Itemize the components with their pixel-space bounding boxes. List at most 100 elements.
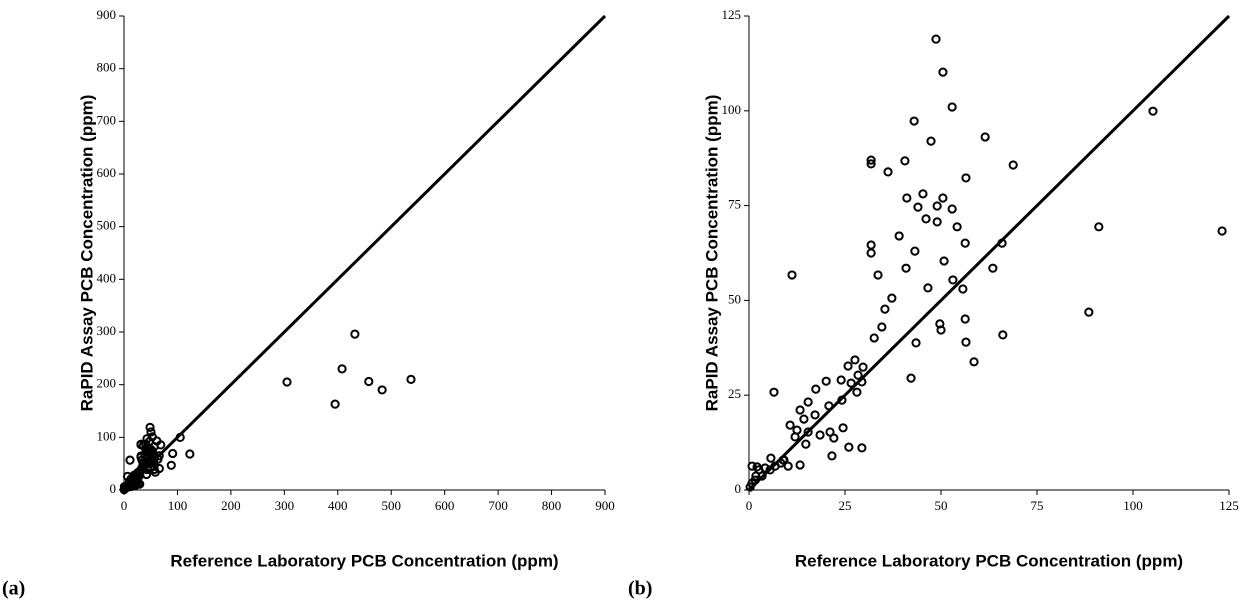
data-point [866,240,876,250]
data-point [827,451,837,461]
data-point [960,314,970,324]
data-point [824,401,834,411]
data-point [747,461,757,471]
data-point [911,338,921,348]
x-tick-label: 700 [488,498,508,513]
data-point [853,370,863,380]
data-point [883,167,893,177]
reference-line [122,14,607,492]
data-point [751,471,761,481]
data-point [918,189,928,199]
data-point [998,330,1008,340]
data-point [799,414,809,424]
data-point [406,374,416,384]
y-tick-label: 25 [728,386,741,401]
data-point [364,376,374,387]
y-tick-label: 500 [97,218,117,233]
data-point [377,385,387,395]
data-point [858,362,868,372]
y-tick-label: 800 [97,60,117,75]
data-point [939,256,949,266]
data-point [961,173,971,183]
data-point [783,461,793,471]
data-point [795,460,805,470]
y-tick-label: 700 [97,112,117,127]
data-point [752,462,762,472]
data-point [757,471,767,481]
y-tick-label: 200 [97,376,117,391]
panel-label: (a) [2,578,25,600]
x-tick-label: 25 [839,498,852,513]
data-point [906,373,916,383]
data-point [795,405,805,415]
data-point [948,275,958,285]
data-point [852,387,862,397]
data-point [961,337,971,347]
data-point [1094,222,1104,232]
x-tick-label: 50 [935,498,948,513]
data-point [330,399,340,409]
data-point [810,410,820,420]
data-point [960,238,970,248]
data-point [980,132,990,142]
data-point [175,432,185,442]
data-point [952,222,962,232]
x-axis-title: Reference Laboratory PCB Concentration (… [795,551,1183,570]
data-point [843,361,853,371]
data-point [936,325,946,335]
y-tick-label: 75 [728,197,741,212]
data-point [988,263,998,273]
x-tick-label: 0 [121,498,128,513]
data-point [866,159,876,169]
data-point [969,357,979,367]
x-tick-label: 400 [328,498,348,513]
x-tick-label: 100 [168,498,188,513]
data-point [766,453,776,463]
data-point [921,214,931,224]
data-point [787,270,797,280]
y-tick-label: 100 [722,102,742,117]
data-point [997,238,1007,248]
y-tick-label: 0 [110,481,117,496]
x-tick-label: 500 [381,498,401,513]
data-point [947,102,957,112]
x-tick-label: 900 [595,498,615,513]
data-point [146,427,156,437]
data-point [901,263,911,273]
x-tick-label: 200 [221,498,241,513]
data-point [857,443,867,453]
data-point [785,420,795,430]
data-point [938,193,948,203]
data-point [821,376,831,386]
data-point [869,333,879,343]
data-point [850,355,860,365]
data-point [923,283,933,293]
data-point [765,465,775,475]
data-point [902,193,912,203]
y-tick-label: 900 [97,7,117,22]
y-tick-label: 600 [97,165,117,180]
data-point [142,464,152,475]
data-point [857,377,867,387]
data-point [811,384,821,394]
data-point [887,293,897,303]
x-tick-label: 100 [1123,498,1143,513]
y-axis-title: RaPID Assay PCB Concentration (ppm) [702,95,721,412]
data-point [910,246,920,256]
x-tick-label: 75 [1031,498,1044,513]
data-point [337,364,347,374]
data-point [926,136,936,146]
data-point [838,423,848,433]
data-point [836,375,846,385]
panel-label: (b) [628,578,652,600]
data-point [779,455,789,465]
reference-line [747,14,1231,492]
data-point [801,439,811,449]
y-tick-label: 125 [722,7,742,22]
data-point [958,284,968,294]
data-point [790,432,800,442]
data-point [932,201,942,211]
y-tick-label: 100 [97,428,117,443]
x-tick-label: 600 [435,498,455,513]
